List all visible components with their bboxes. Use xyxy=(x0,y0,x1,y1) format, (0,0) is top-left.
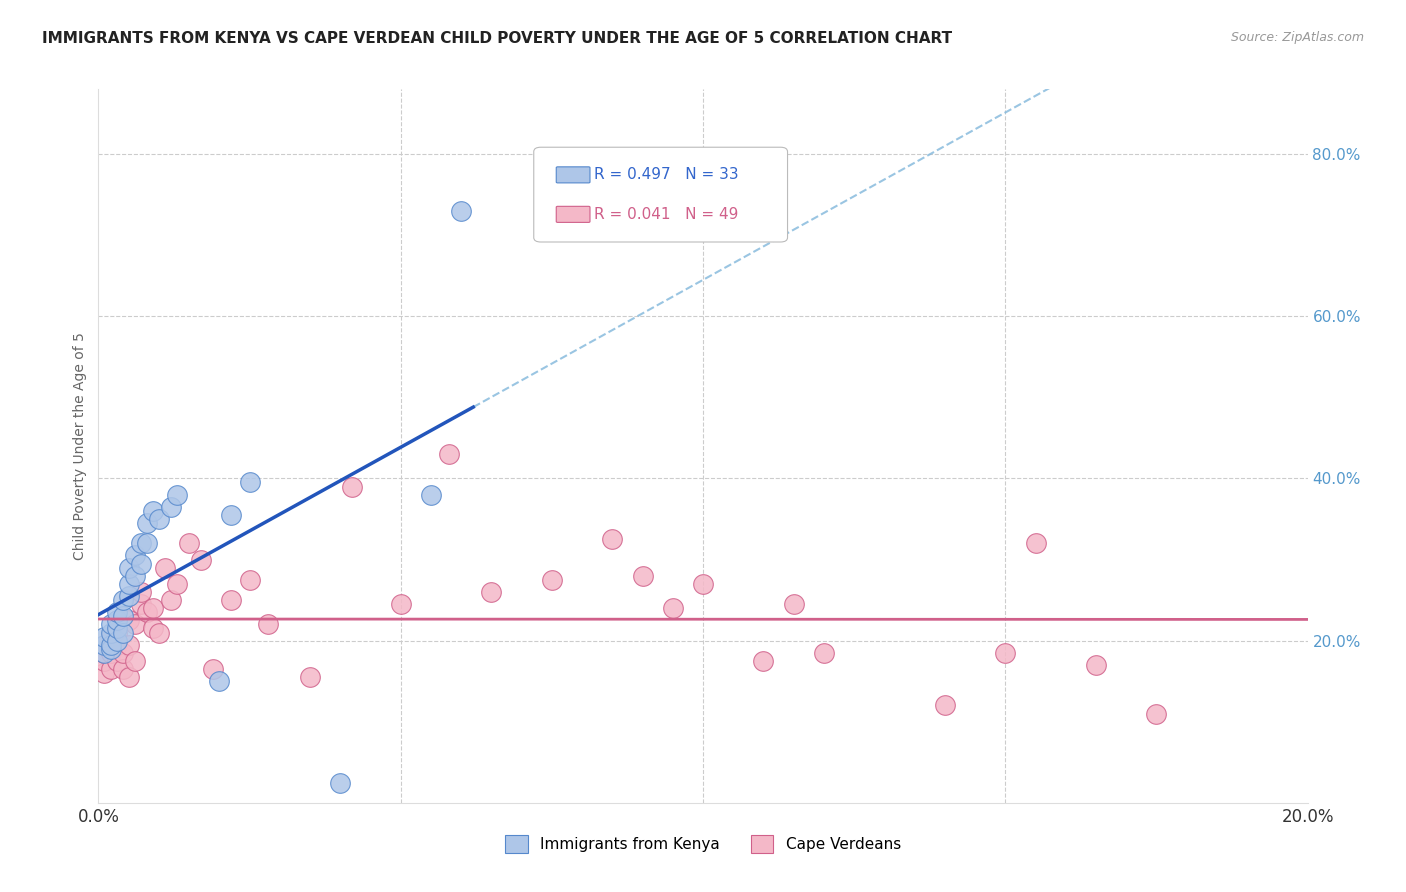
Point xyxy=(1144,706,1167,721)
Point xyxy=(100,617,122,632)
Point xyxy=(179,536,201,550)
Point xyxy=(135,516,157,530)
Point xyxy=(111,646,134,660)
Point xyxy=(93,666,115,681)
Text: IMMIGRANTS FROM KENYA VS CAPE VERDEAN CHILD POVERTY UNDER THE AGE OF 5 CORRELATI: IMMIGRANTS FROM KENYA VS CAPE VERDEAN CH… xyxy=(42,31,952,46)
Point xyxy=(129,557,152,571)
Point xyxy=(934,698,956,713)
Point xyxy=(631,568,654,582)
Point xyxy=(342,479,364,493)
Point xyxy=(450,203,472,218)
Point xyxy=(692,577,714,591)
Point xyxy=(100,662,122,676)
Point xyxy=(166,488,188,502)
Point xyxy=(100,641,122,656)
Point xyxy=(105,622,128,636)
Point xyxy=(752,654,775,668)
Point xyxy=(135,536,157,550)
Point xyxy=(93,646,115,660)
Point xyxy=(239,475,262,490)
Text: R = 0.041   N = 49: R = 0.041 N = 49 xyxy=(595,207,738,222)
Point xyxy=(783,597,806,611)
Point xyxy=(111,662,134,676)
Point xyxy=(148,512,170,526)
Point xyxy=(105,625,128,640)
Point xyxy=(299,670,322,684)
Point xyxy=(148,625,170,640)
Point xyxy=(437,447,460,461)
Point xyxy=(190,552,212,566)
Point xyxy=(202,662,225,676)
Point xyxy=(105,654,128,668)
Point xyxy=(1085,657,1108,672)
Point xyxy=(142,601,165,615)
Point xyxy=(661,601,683,615)
Point xyxy=(481,585,503,599)
Point xyxy=(93,638,115,652)
Point xyxy=(129,536,152,550)
Point xyxy=(105,605,128,619)
Point xyxy=(129,585,152,599)
Point xyxy=(111,593,134,607)
Point xyxy=(93,646,115,660)
Point xyxy=(389,597,412,611)
Point xyxy=(111,625,134,640)
Point xyxy=(118,577,141,591)
Text: Source: ZipAtlas.com: Source: ZipAtlas.com xyxy=(1230,31,1364,45)
Point xyxy=(124,654,146,668)
Point xyxy=(160,500,183,514)
Point xyxy=(111,609,134,624)
Point xyxy=(100,630,122,644)
Point xyxy=(105,633,128,648)
Point xyxy=(813,646,835,660)
Point xyxy=(420,488,443,502)
Point xyxy=(93,654,115,668)
Point xyxy=(142,504,165,518)
Point xyxy=(124,568,146,582)
Point xyxy=(93,630,115,644)
Point xyxy=(129,597,152,611)
Point xyxy=(208,674,231,689)
Point xyxy=(100,646,122,660)
Point xyxy=(100,638,122,652)
Point xyxy=(118,638,141,652)
Point xyxy=(329,775,352,789)
Point xyxy=(118,589,141,603)
Text: R = 0.497   N = 33: R = 0.497 N = 33 xyxy=(595,168,738,182)
Point xyxy=(1024,536,1046,550)
Point xyxy=(602,533,624,547)
Point xyxy=(118,560,141,574)
Point xyxy=(118,613,141,627)
Point xyxy=(105,613,128,627)
Point xyxy=(153,560,176,574)
Legend: Immigrants from Kenya, Cape Verdeans: Immigrants from Kenya, Cape Verdeans xyxy=(499,829,907,859)
Point xyxy=(135,605,157,619)
Point xyxy=(124,549,146,563)
Point xyxy=(105,638,128,652)
Point xyxy=(239,573,262,587)
Point xyxy=(221,593,243,607)
Point xyxy=(124,617,146,632)
Point xyxy=(142,622,165,636)
Point xyxy=(221,508,243,522)
Point xyxy=(160,593,183,607)
Point xyxy=(166,577,188,591)
Point xyxy=(994,646,1017,660)
Point xyxy=(256,617,278,632)
Point xyxy=(540,573,562,587)
Point xyxy=(100,625,122,640)
Point xyxy=(118,670,141,684)
Y-axis label: Child Poverty Under the Age of 5: Child Poverty Under the Age of 5 xyxy=(73,332,87,560)
